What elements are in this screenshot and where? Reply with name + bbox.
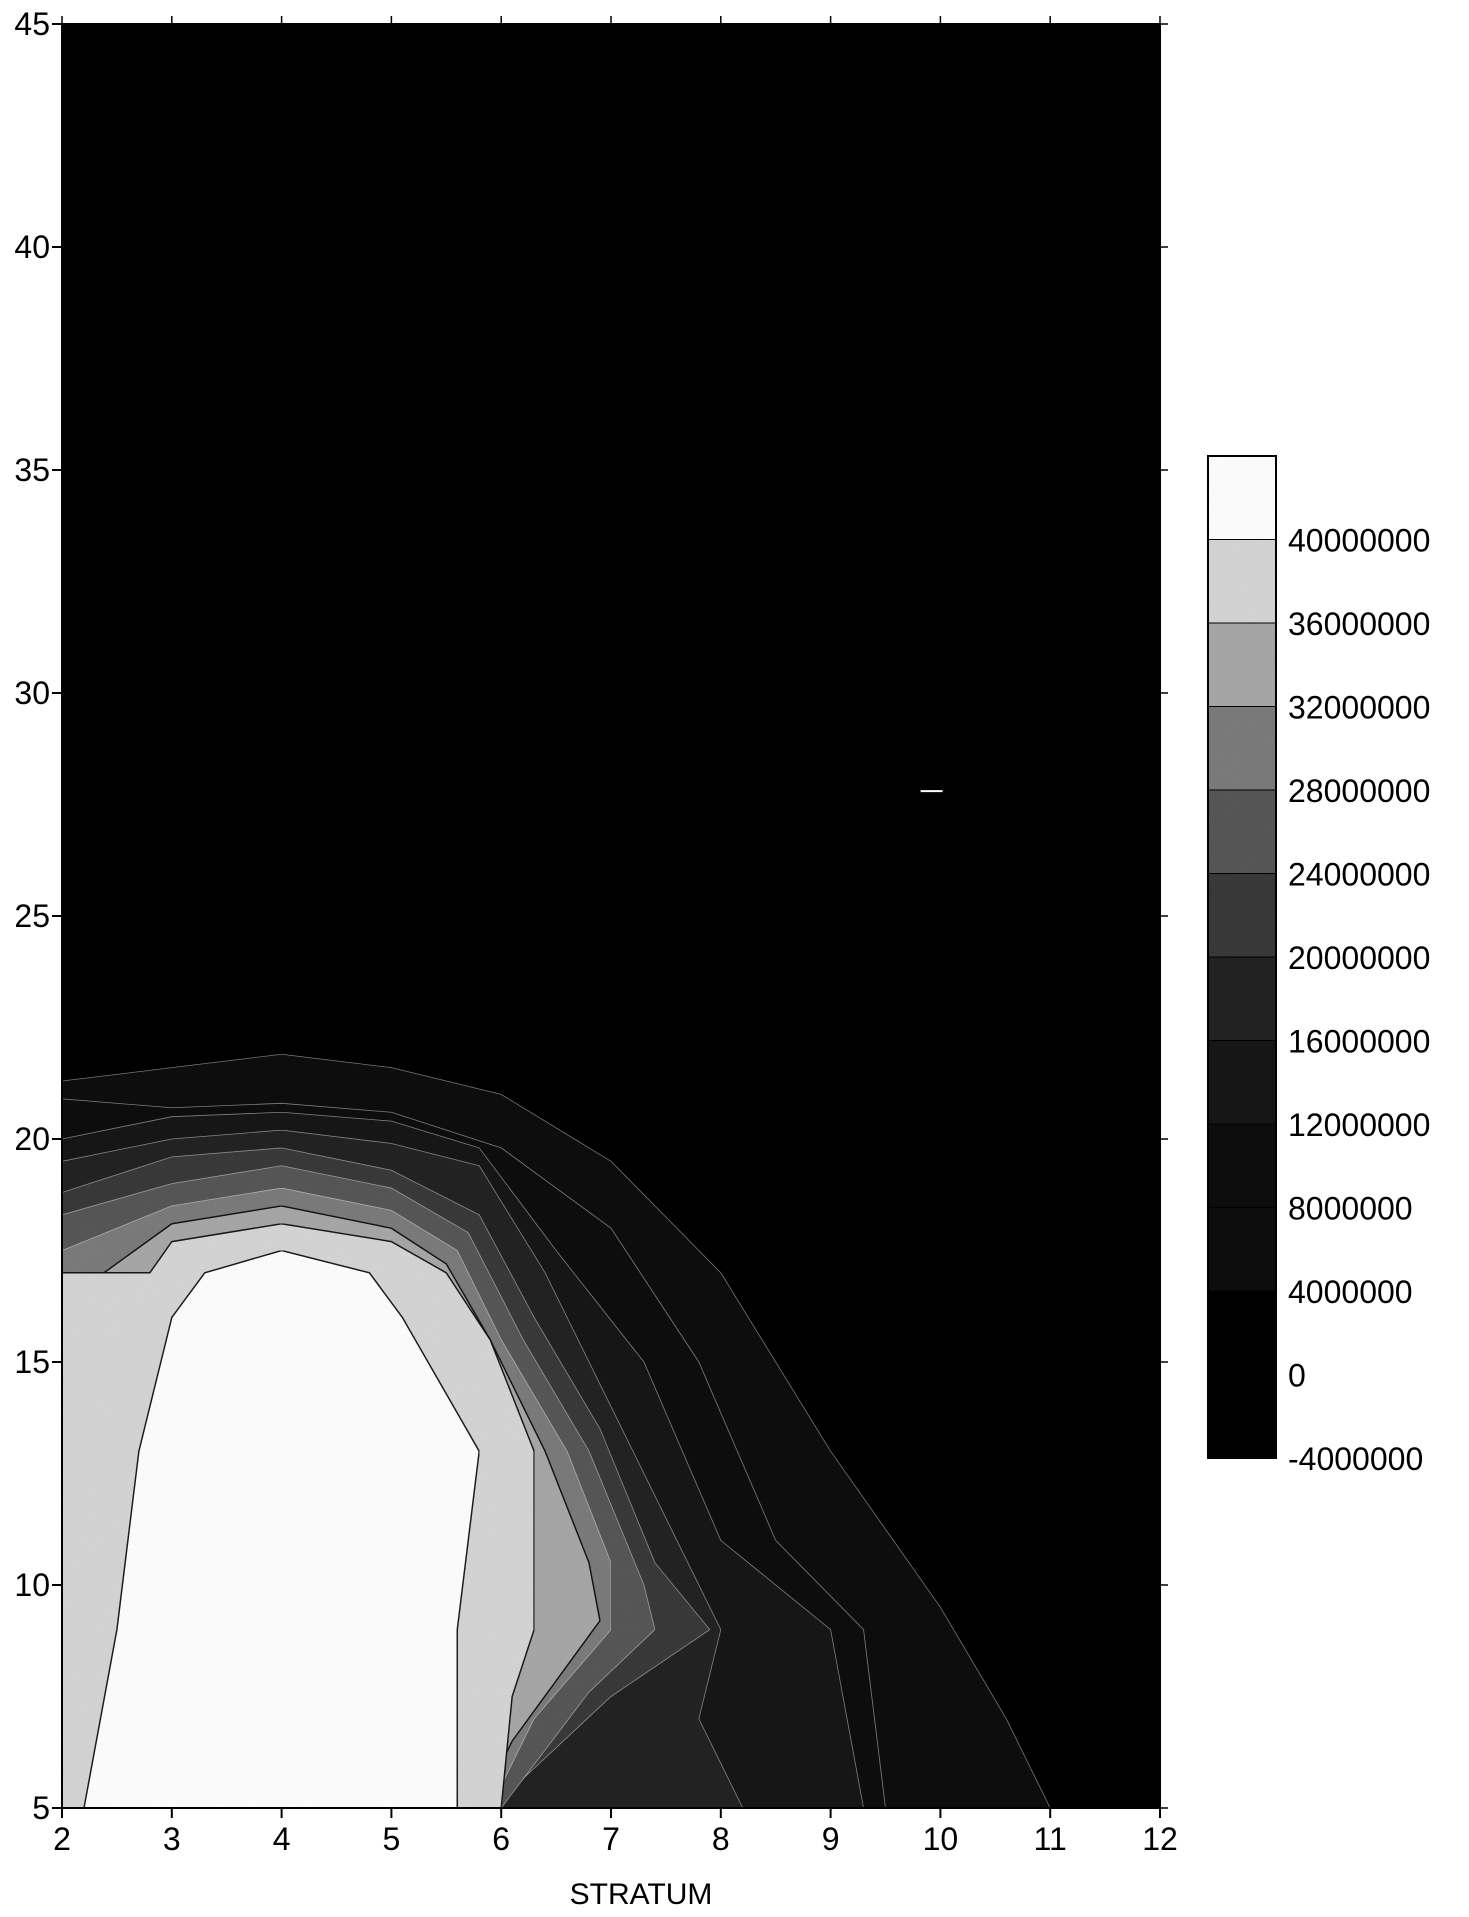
colorbar-swatch xyxy=(1208,1291,1276,1375)
y-tick-label: 45 xyxy=(14,6,50,42)
colorbar-swatch xyxy=(1208,790,1276,874)
colorbar-label: 12000000 xyxy=(1288,1107,1430,1143)
colorbar-swatch xyxy=(1208,1124,1276,1208)
colorbar-swatch xyxy=(1208,706,1276,790)
colorbar-label: 32000000 xyxy=(1288,690,1430,726)
colorbar: 4000000036000000320000002800000024000000… xyxy=(1207,455,1430,1477)
colorbar-swatch xyxy=(1208,1040,1276,1124)
x-tick-label: 11 xyxy=(1034,1821,1067,1857)
y-tick-label: 25 xyxy=(14,898,50,934)
colorbar-label: 0 xyxy=(1288,1358,1306,1394)
y-tick-label: 20 xyxy=(14,1121,50,1157)
colorbar-swatch xyxy=(1208,873,1276,957)
colorbar-swatch xyxy=(1208,456,1276,540)
x-tick-label: 4 xyxy=(273,1821,291,1857)
colorbar-label: 4000000 xyxy=(1288,1274,1413,1310)
x-tick-label: 10 xyxy=(923,1821,959,1857)
x-tick-label: 8 xyxy=(712,1821,730,1857)
colorbar-label: 40000000 xyxy=(1288,523,1430,559)
x-axis: 2 3 4 5 6 7 8 9 10 11 12 xyxy=(53,16,1178,1857)
colorbar-swatch xyxy=(1208,1374,1276,1458)
colorbar-label: 28000000 xyxy=(1288,773,1430,809)
x-axis-title: STRATUM xyxy=(570,1878,713,1911)
y-tick-label: 35 xyxy=(14,452,50,488)
x-tick-label: 2 xyxy=(53,1821,71,1857)
x-tick-label: 9 xyxy=(822,1821,840,1857)
colorbar-swatch xyxy=(1208,623,1276,707)
colorbar-swatch xyxy=(1208,957,1276,1041)
x-tick-label: 5 xyxy=(383,1821,401,1857)
contour-region-40000000 xyxy=(62,1249,481,1808)
colorbar-label: 36000000 xyxy=(1288,606,1430,642)
colorbar-swatch xyxy=(1208,1207,1276,1291)
colorbar-label: 20000000 xyxy=(1288,940,1430,976)
y-tick-label: 10 xyxy=(14,1567,50,1603)
x-tick-label: 6 xyxy=(492,1821,510,1857)
colorbar-label: 8000000 xyxy=(1288,1191,1413,1227)
colorbar-label: -4000000 xyxy=(1288,1441,1423,1477)
y-tick-label: 40 xyxy=(14,229,50,265)
plot-area xyxy=(62,24,1160,1808)
x-tick-label: 3 xyxy=(163,1821,181,1857)
x-tick-label: 7 xyxy=(602,1821,620,1857)
y-tick-label: 15 xyxy=(14,1344,50,1380)
colorbar-label: 24000000 xyxy=(1288,857,1430,893)
colorbar-swatch xyxy=(1208,539,1276,623)
x-tick-label: 12 xyxy=(1142,1821,1178,1857)
y-tick-label: 5 xyxy=(32,1790,50,1826)
y-tick-label: 30 xyxy=(14,675,50,711)
colorbar-label: 16000000 xyxy=(1288,1024,1430,1060)
y-axis: 5 10 15 20 25 30 35 40 45 xyxy=(14,6,1168,1826)
